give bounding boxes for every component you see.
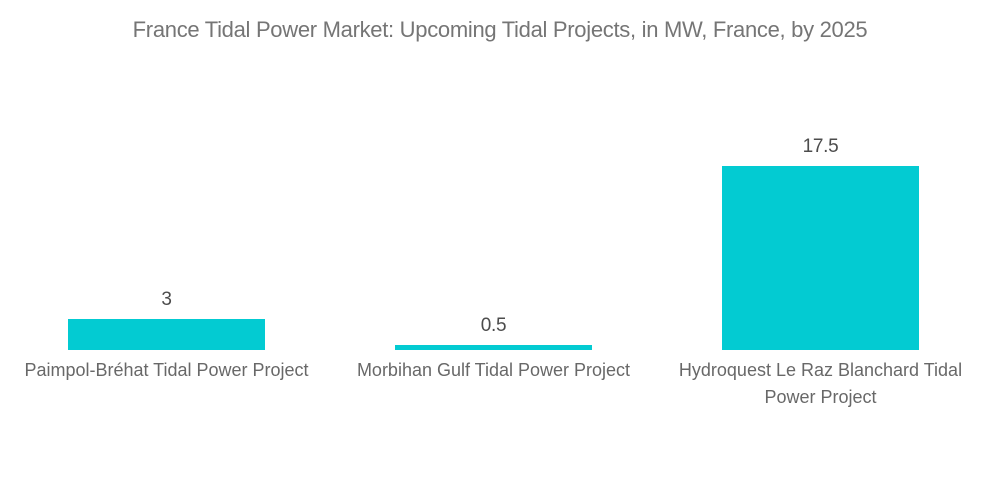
category-label-hydroquest-le-raz-blanchard: Hydroquest Le Raz Blanchard Tidal Power … — [678, 360, 963, 407]
bar-hydroquest-le-raz-blanchard — [722, 166, 919, 350]
category-labels-row: Paimpol-Bréhat Tidal Power Project Morbi… — [3, 357, 984, 411]
bar-column-paimpol-brehat: 3 — [3, 288, 330, 350]
bar-paimpol-brehat — [68, 318, 265, 350]
bar-column-morbihan-gulf: 0.5 — [330, 315, 657, 350]
bar-column-hydroquest-le-raz-blanchard: 17.5 — [657, 136, 984, 350]
category-label-morbihan-gulf: Morbihan Gulf Tidal Power Project — [356, 360, 631, 380]
bar-value-label: 0.5 — [480, 314, 507, 336]
plot-area: 3 0.5 17.5 — [3, 60, 984, 350]
bar-value-label: 3 — [161, 288, 172, 310]
category-label-paimpol-brehat: Paimpol-Bréhat Tidal Power Project — [24, 360, 309, 380]
chart-title: France Tidal Power Market: Upcoming Tida… — [132, 17, 868, 42]
bar-morbihan-gulf — [395, 344, 592, 350]
bar-value-label: 17.5 — [802, 136, 839, 157]
